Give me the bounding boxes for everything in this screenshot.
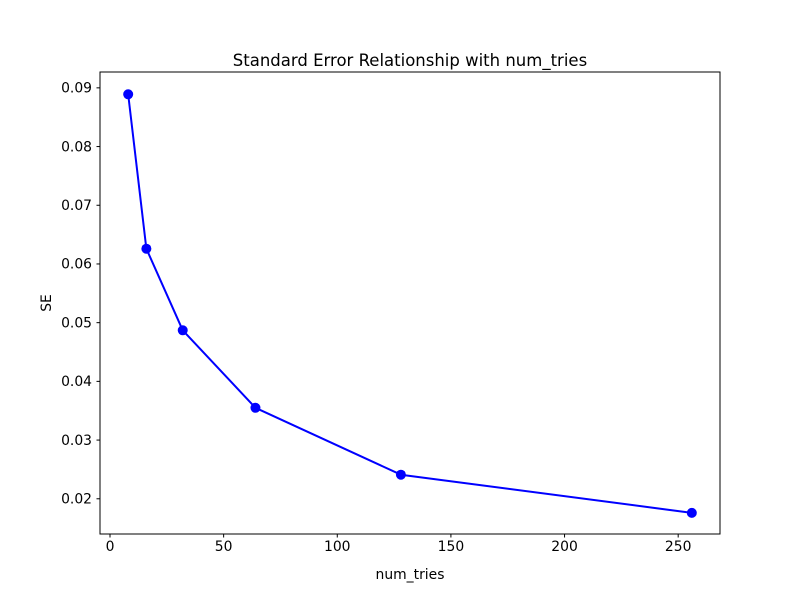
- x-tick-label: 150: [438, 539, 465, 555]
- y-tick-label: 0.09: [61, 81, 92, 97]
- data-point: [686, 507, 697, 518]
- data-point: [177, 325, 188, 336]
- y-tick-label: 0.08: [61, 139, 92, 155]
- data-point: [250, 402, 261, 413]
- x-tick-label: 50: [215, 539, 233, 555]
- y-tick-label: 0.06: [61, 257, 92, 273]
- x-tick-label: 200: [551, 539, 578, 555]
- data-point: [395, 469, 406, 480]
- y-tick-label: 0.02: [61, 491, 92, 507]
- chart-title: Standard Error Relationship with num_tri…: [232, 51, 588, 70]
- y-tick-label: 0.04: [61, 374, 92, 390]
- x-tick-label: 0: [106, 539, 115, 555]
- y-axis-label: SE: [39, 294, 55, 312]
- y-tick-label: 0.07: [61, 198, 92, 214]
- x-tick-label: 250: [665, 539, 692, 555]
- x-tick-label: 100: [324, 539, 351, 555]
- data-point: [123, 89, 134, 100]
- y-tick-label: 0.05: [61, 315, 92, 331]
- x-axis-label: num_tries: [375, 567, 445, 583]
- axes-spines: [99, 71, 721, 535]
- data-line: [127, 93, 693, 514]
- data-point: [141, 243, 152, 254]
- y-tick-label: 0.03: [61, 433, 92, 449]
